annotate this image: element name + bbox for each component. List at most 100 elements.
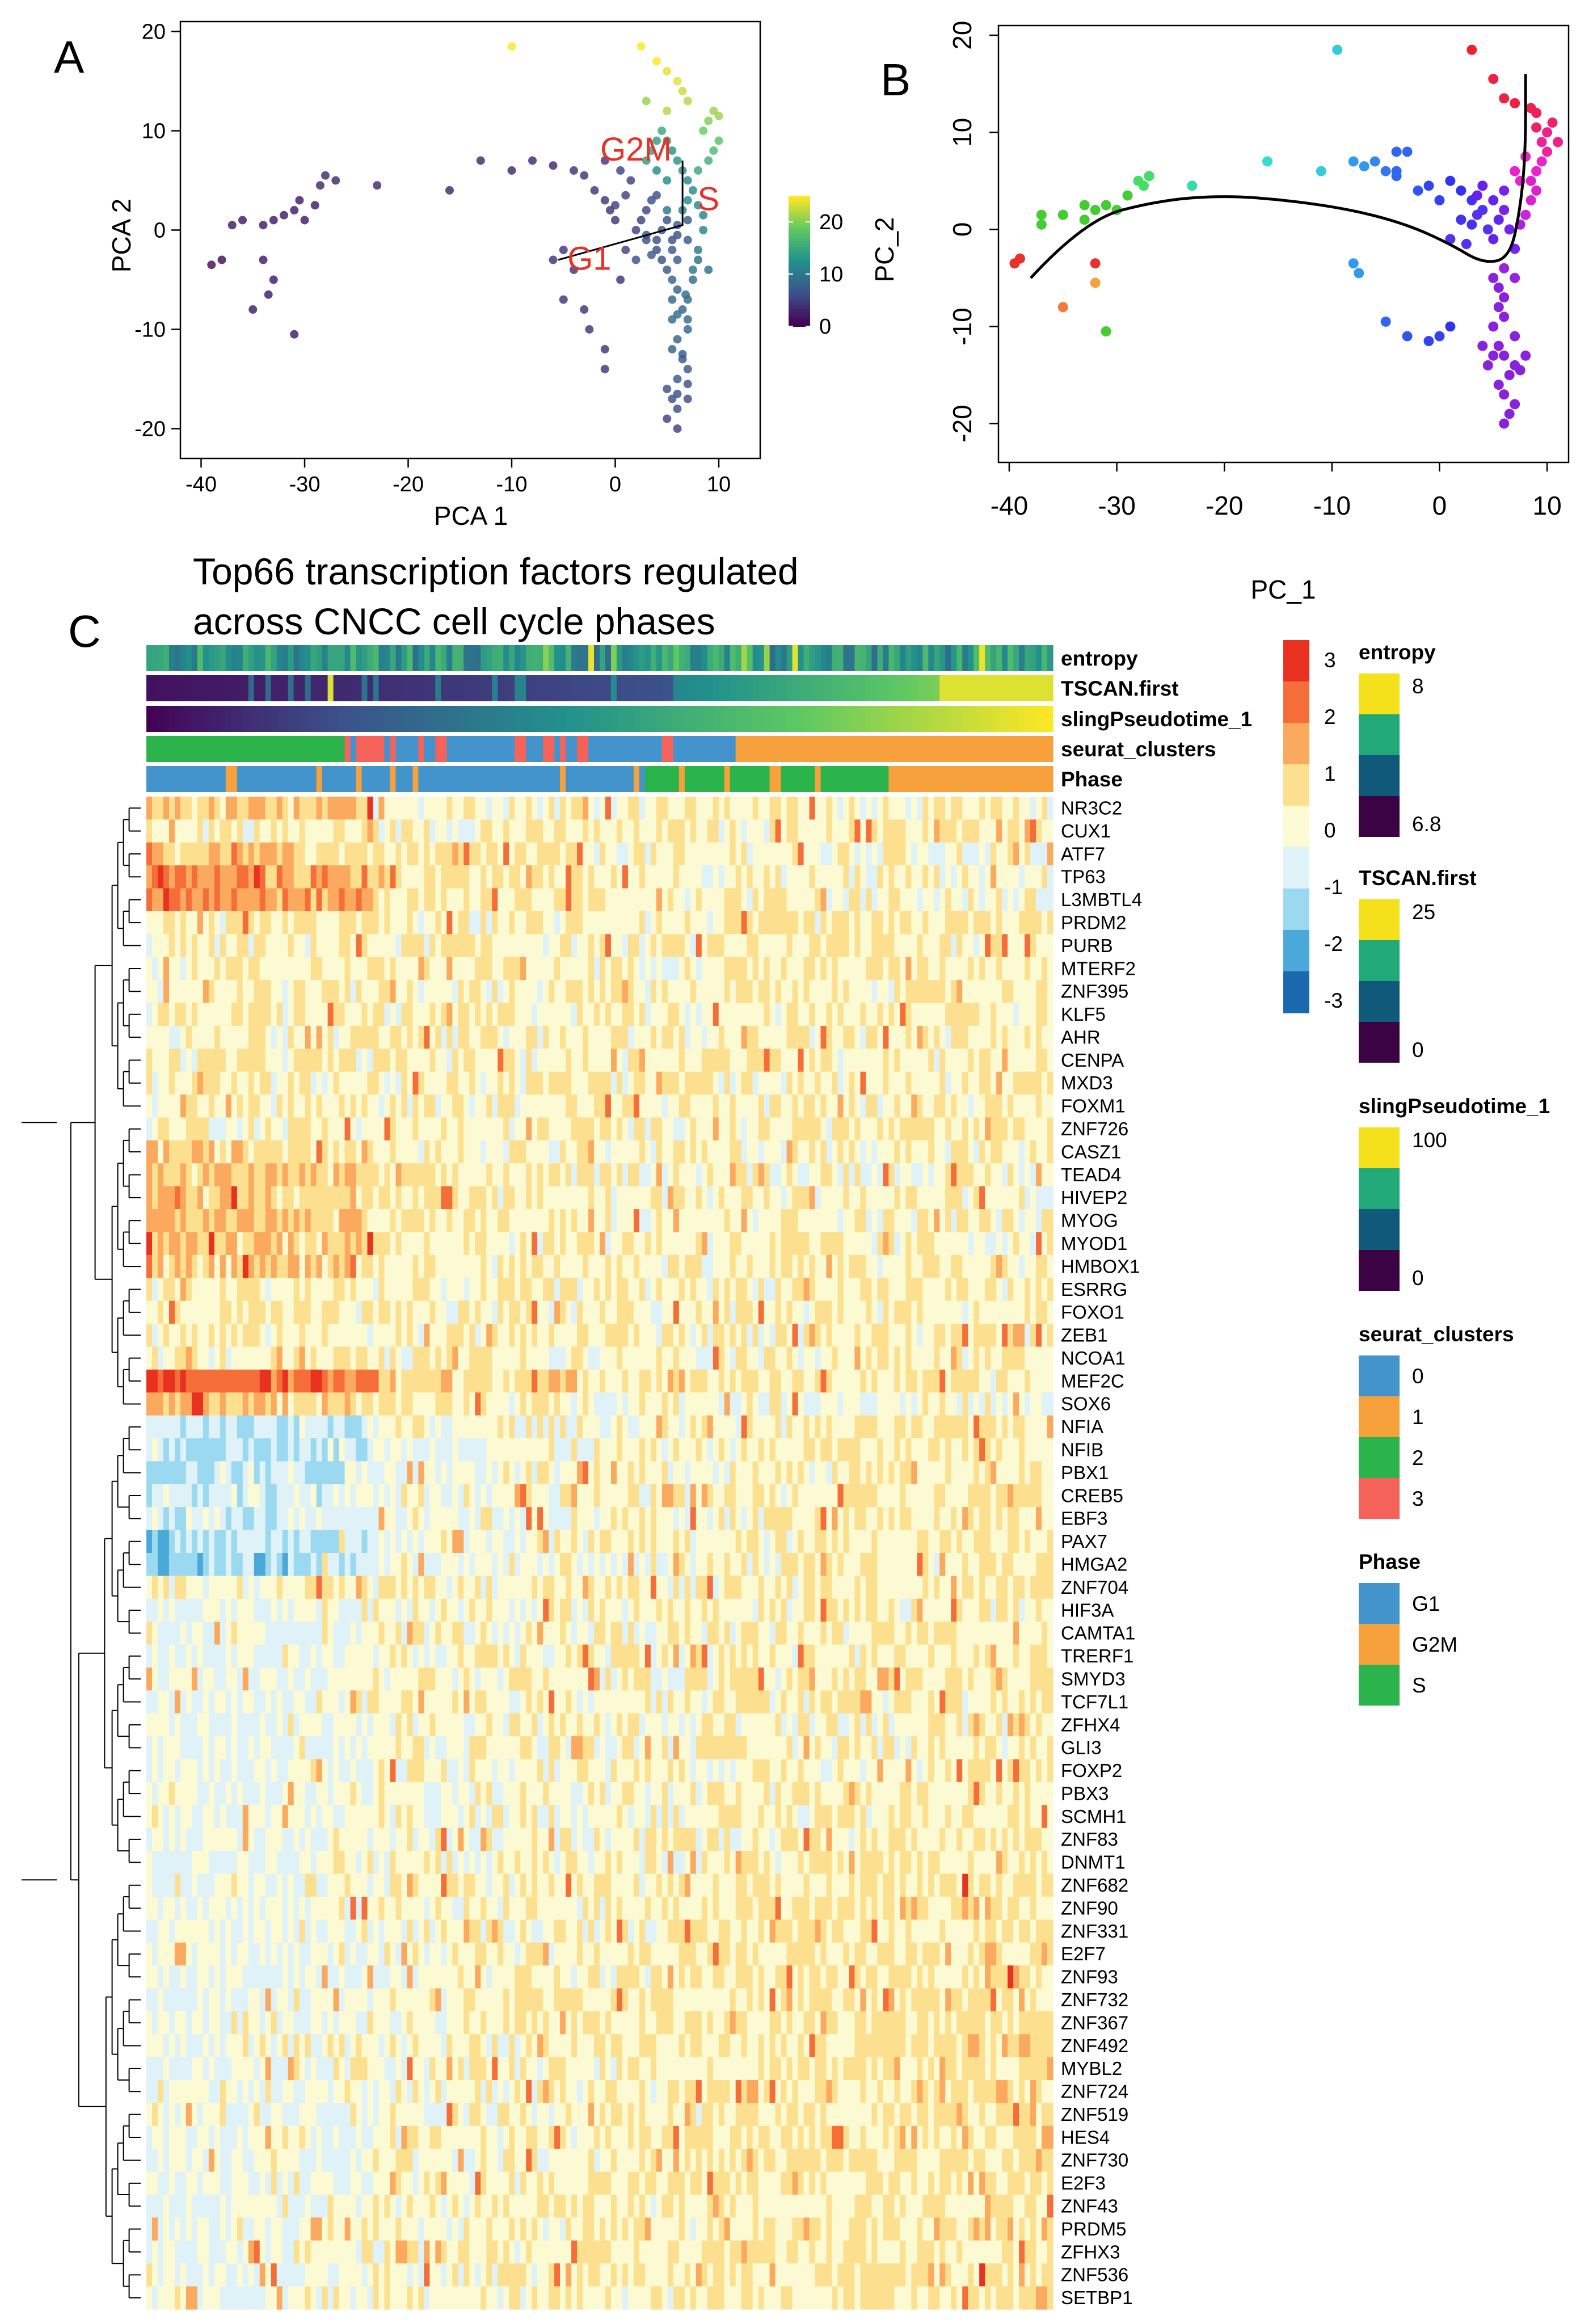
heatmap-cell xyxy=(690,957,697,980)
sling-track-cell xyxy=(974,706,980,732)
heatmap-cell xyxy=(344,1025,351,1049)
heatmap-cell xyxy=(650,1049,657,1072)
heatmap-cell xyxy=(917,1209,923,1233)
heatmap-cell xyxy=(157,1003,164,1026)
seurat-track-cell xyxy=(560,736,566,762)
heatmap-cell xyxy=(486,1003,492,1026)
heatmap-cell xyxy=(231,1278,238,1302)
heatmap-cell xyxy=(1019,1094,1025,1118)
phase-track-cell xyxy=(866,766,872,792)
heatmap-cell xyxy=(752,865,759,889)
pca-point xyxy=(269,216,278,225)
sling-track-cell xyxy=(361,706,368,732)
heatmap-cell xyxy=(486,980,492,1004)
seurat-track-cell xyxy=(786,736,793,762)
sling-track-cell xyxy=(316,706,323,732)
heatmap-cell xyxy=(248,1117,255,1141)
heatmap-cell xyxy=(832,1232,838,1256)
heatmap-cell xyxy=(979,980,985,1004)
seurat-track-cell xyxy=(826,736,833,762)
pc-point xyxy=(1499,292,1510,303)
heatmap-cell xyxy=(633,1278,640,1302)
heatmap-cell xyxy=(288,865,294,889)
heatmap-cell xyxy=(701,1140,708,1164)
sling-track-cell xyxy=(815,706,821,732)
pca-colorbar-segment xyxy=(789,275,810,279)
heatmap-cell xyxy=(905,934,912,958)
tscan-track-cell xyxy=(724,675,731,701)
heatmap-cell xyxy=(469,1186,475,1210)
heatmap-cell xyxy=(225,888,232,912)
heatmap-cell xyxy=(554,1117,560,1141)
heatmap-cell xyxy=(282,1094,289,1118)
heatmap-cell xyxy=(803,1163,810,1187)
sling-track-cell xyxy=(197,706,204,732)
heatmap-cell xyxy=(384,1003,391,1026)
heatmap-cell xyxy=(871,1140,878,1164)
heatmap-cell xyxy=(299,1003,306,1026)
heatmap-cell xyxy=(1030,1186,1036,1210)
heatmap-cell xyxy=(481,1324,487,1348)
heatmap-cell xyxy=(446,911,453,934)
heatmap-cell xyxy=(254,797,260,820)
heatmap-cell xyxy=(225,1163,232,1187)
heatmap-cell xyxy=(667,1186,674,1210)
heatmap-cell xyxy=(571,1117,578,1141)
heatmap-cell xyxy=(469,888,475,912)
panel-letter-b: B xyxy=(880,54,911,105)
heatmap-cell xyxy=(764,842,770,866)
heatmap-cell xyxy=(883,1186,889,1210)
heatmap-cell xyxy=(809,819,816,843)
heatmap-cell xyxy=(644,1117,651,1141)
heatmap-cell xyxy=(452,888,458,912)
heatmap-cell xyxy=(367,1163,374,1187)
heatmap-cell xyxy=(627,1071,634,1095)
heatmap-cell xyxy=(214,911,221,934)
tscan-track-cell xyxy=(945,675,951,701)
heatmap-cell xyxy=(498,1324,504,1348)
entropy-track-cell xyxy=(951,645,957,671)
heatmap-cell xyxy=(905,797,912,820)
heatmap-cell xyxy=(1013,819,1019,843)
heatmap-cell xyxy=(577,1278,583,1302)
heatmap-cell xyxy=(361,1232,368,1256)
heatmap-cell xyxy=(146,1049,153,1072)
seurat-track-cell xyxy=(503,736,509,762)
heatmap-cell xyxy=(905,1071,912,1095)
heatmap-cell xyxy=(1025,819,1031,843)
phase-track-cell xyxy=(577,766,583,792)
heatmap-cell xyxy=(583,1003,589,1026)
heatmap-cell xyxy=(316,819,323,843)
heatmap-cell xyxy=(1047,1140,1053,1164)
heatmap-cell xyxy=(452,1094,458,1118)
heatmap-cell xyxy=(769,1003,776,1026)
heatmap-cell xyxy=(458,865,464,889)
heatmap-cell xyxy=(333,1186,340,1210)
heatmap-cell xyxy=(803,1186,810,1210)
heatmap-cell xyxy=(928,1094,934,1118)
heatmap-cell xyxy=(1030,1049,1036,1072)
heatmap-cell xyxy=(849,819,856,843)
heatmap-cell xyxy=(361,1071,368,1095)
sling-track-cell xyxy=(939,706,946,732)
heatmap-cell xyxy=(616,1025,623,1049)
heatmap-cell xyxy=(775,888,782,912)
heatmap-cell xyxy=(305,1117,311,1141)
heatmap-cell xyxy=(361,934,368,958)
heatmap-cell xyxy=(815,911,821,934)
heatmap-cell xyxy=(911,888,917,912)
heatmap-cell xyxy=(627,1117,634,1141)
heatmap-cell xyxy=(316,1163,323,1187)
heatmap-cell xyxy=(282,819,289,843)
tscan-track-cell xyxy=(854,675,861,701)
seurat-track-cell xyxy=(344,736,351,762)
heatmap-cell xyxy=(197,1232,204,1256)
heatmap-cell xyxy=(418,1300,424,1324)
pc-point xyxy=(1359,161,1369,172)
tscan-track-cell xyxy=(367,675,374,701)
heatmap-cell xyxy=(543,1300,549,1324)
seurat-track-cell xyxy=(458,736,464,762)
heatmap-cell xyxy=(843,1300,850,1324)
sling-track-cell xyxy=(701,706,708,732)
heatmap-cell xyxy=(996,888,1002,912)
